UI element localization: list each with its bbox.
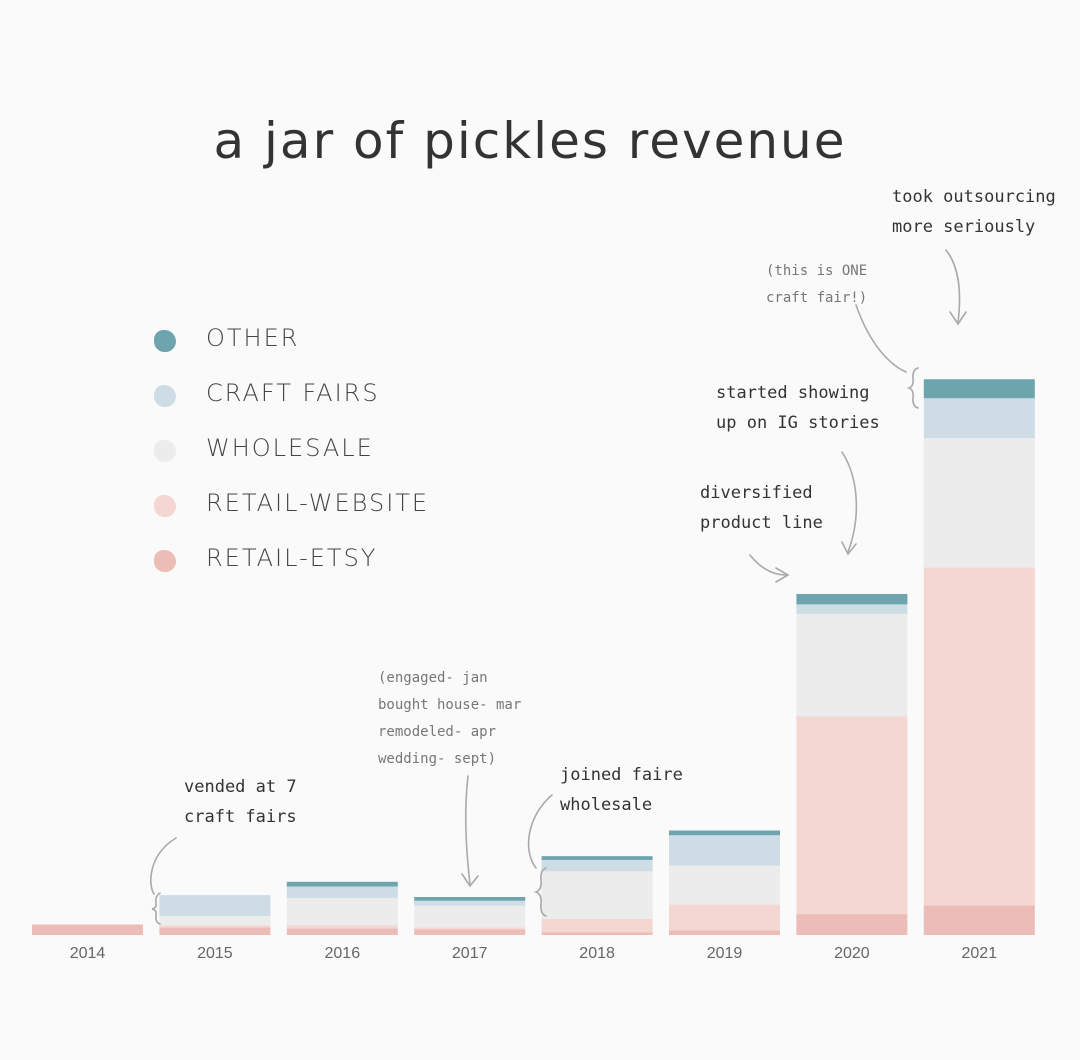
arrow-ig-stories-2020: [841, 451, 858, 553]
legend-swatch: [154, 440, 176, 462]
arrowhead-outsourcing-2021: [949, 311, 967, 326]
arrow-diversified-2020: [749, 554, 787, 576]
arrow-life-events-2017: [465, 775, 471, 885]
annotation-faire-2018: joined faire wholesale: [560, 765, 683, 815]
bar-segment-wholesale-2015: [159, 916, 271, 926]
x-tick-label-2014: 2014: [70, 945, 106, 962]
bar-segment-retail-etsy-2020: [796, 914, 908, 935]
bar-segment-retail-etsy-2017: [414, 929, 526, 935]
bar-segment-other-2016: [286, 881, 398, 887]
legend-label: RETAIL-WEBSITE: [206, 489, 430, 517]
x-tick-label-2015: 2015: [197, 945, 233, 962]
bar-segment-retail-etsy-2018: [541, 932, 653, 935]
bar-segment-other-2021: [923, 379, 1035, 399]
legend-swatch: [154, 385, 176, 407]
bar-segment-retail-website-2017: [414, 927, 526, 930]
annotation-ig-stories-2020: started showing up on IG stories: [716, 383, 880, 433]
connector-faire-2018: [527, 794, 553, 869]
arrowhead-life-events-2017: [461, 873, 479, 888]
bar-segment-retail-etsy-2019: [669, 930, 780, 935]
legend-swatch: [154, 495, 176, 517]
bar-segment-retail-etsy-2015: [159, 927, 271, 935]
bar-segment-craft-fairs-2015: [159, 895, 271, 916]
legend-label: CRAFT FAIRS: [206, 379, 380, 407]
bar-segment-wholesale-2017: [414, 905, 526, 928]
bar-segment-other-2017: [414, 897, 526, 901]
bar-segment-wholesale-2020: [796, 613, 908, 717]
annotation-craft-fairs-2015: vended at 7 craft fairs: [184, 777, 297, 827]
bar-segment-craft-fairs-2017: [414, 900, 526, 906]
brace-one-fair-2021: [906, 367, 919, 409]
annotation-outsourcing-2021: took outsourcing more seriously: [892, 187, 1056, 237]
bar-segment-retail-website-2015: [159, 925, 271, 928]
bar-segment-wholesale-2018: [541, 871, 653, 919]
bar-segment-other-2020: [796, 593, 908, 605]
arrowhead-ig-stories-2020: [841, 541, 857, 556]
arrow-outsourcing-2021: [945, 249, 961, 323]
x-tick-label-2016: 2016: [325, 945, 361, 962]
bar-segment-craft-fairs-2019: [669, 835, 780, 866]
bar-segment-craft-fairs-2021: [923, 398, 1035, 439]
x-tick-label-2020: 2020: [834, 945, 870, 962]
bar-segment-craft-fairs-2018: [541, 859, 653, 872]
brace-faire-2018: [533, 867, 547, 917]
bar-segment-craft-fairs-2016: [286, 886, 398, 898]
legend-label: OTHER: [206, 324, 300, 352]
bar-segment-retail-website-2020: [796, 716, 908, 915]
bar-segment-retail-website-2018: [541, 918, 653, 933]
bar-segment-wholesale-2019: [669, 865, 780, 905]
x-tick-label-2017: 2017: [452, 945, 488, 962]
bar-segment-wholesale-2016: [286, 897, 398, 926]
connector-one-fair-2021: [855, 304, 907, 373]
bar-segment-retail-etsy-2021: [923, 905, 1035, 935]
x-tick-label-2021: 2021: [962, 945, 998, 962]
bar-segment-other-2018: [541, 856, 653, 860]
brace-craft-fairs-2015: [151, 892, 161, 925]
bar-segment-other-2019: [669, 830, 780, 836]
bar-segment-retail-etsy-2014: [32, 924, 143, 935]
bar-segment-retail-etsy-2016: [286, 928, 398, 935]
annotation-life-events-2017: (engaged- jan bought house- mar remodele…: [378, 670, 522, 767]
arrowhead-diversified-2020: [775, 567, 790, 583]
bar-segment-craft-fairs-2020: [796, 604, 908, 614]
x-tick-label-2018: 2018: [579, 945, 615, 962]
legend-swatch: [154, 550, 176, 572]
legend-swatch: [154, 330, 176, 352]
annotation-diversified-2020: diversified product line: [700, 483, 823, 533]
bar-segment-retail-website-2019: [669, 904, 780, 931]
x-tick-label-2019: 2019: [707, 945, 743, 962]
chart-title: a jar of pickles revenue: [213, 112, 847, 170]
bar-segment-wholesale-2021: [923, 438, 1035, 568]
legend-label: RETAIL-ETSY: [206, 544, 378, 572]
bar-segment-retail-website-2021: [923, 567, 1035, 906]
bar-segment-retail-website-2016: [286, 925, 398, 929]
connector-craft-fairs-2015: [150, 837, 177, 895]
legend-label: WHOLESALE: [206, 434, 374, 462]
annotation-one-fair-2021: (this is ONE craft fair!): [766, 263, 868, 306]
